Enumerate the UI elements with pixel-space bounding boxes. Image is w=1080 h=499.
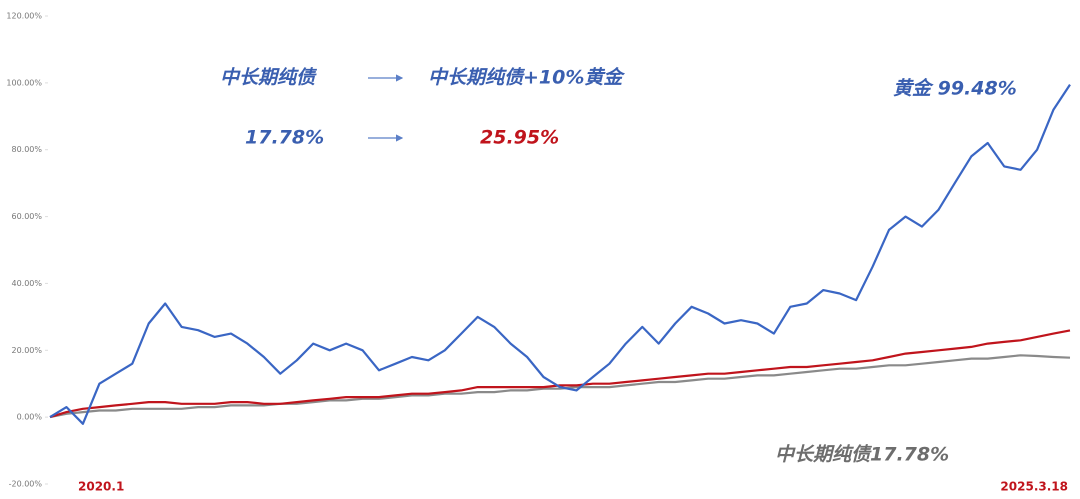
y-tick-label: 80.00% bbox=[11, 145, 42, 154]
y-tick-label: -20.00% bbox=[9, 480, 43, 489]
x-tick-label: 2025.3.18 bbox=[1000, 480, 1068, 494]
y-tick-label: 120.00% bbox=[6, 12, 42, 21]
y-tick-label: 60.00% bbox=[11, 212, 42, 221]
y-tick-label: 100.00% bbox=[6, 78, 42, 87]
annotation: 25.95% bbox=[480, 127, 559, 149]
x-tick-label: 2020.1 bbox=[78, 480, 124, 494]
annotation: 中长期纯债17.78% bbox=[775, 444, 949, 466]
series-line bbox=[49, 83, 1071, 425]
annotation: 中长期纯债 bbox=[220, 67, 318, 89]
annotation: 17.78% bbox=[245, 127, 324, 149]
y-tick-label: 0.00% bbox=[17, 413, 43, 422]
series-line bbox=[49, 354, 1071, 419]
y-tick-label: 40.00% bbox=[11, 279, 42, 288]
y-tick-label: 20.00% bbox=[11, 346, 42, 355]
annotation: 中长期纯债+10%黄金 bbox=[428, 67, 625, 89]
annotation: 黄金 99.48% bbox=[893, 78, 1017, 100]
plot-area: -20.00% 0.00% 20.00% 40.00% 60.00% 80.00% 100.… bbox=[6, 12, 1071, 494]
series-line bbox=[49, 329, 1071, 419]
